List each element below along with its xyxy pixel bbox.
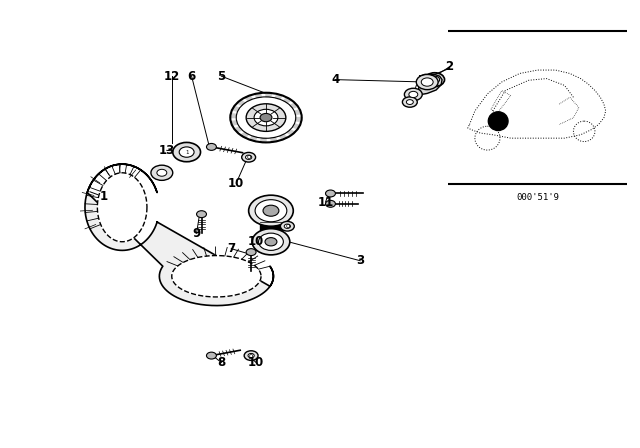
Circle shape [265,237,277,246]
Text: 11: 11 [317,196,333,209]
Circle shape [326,190,335,197]
Polygon shape [296,117,301,121]
Text: 1: 1 [100,190,108,203]
Text: 2: 2 [445,60,454,73]
Polygon shape [250,136,257,141]
Circle shape [207,143,216,151]
Circle shape [488,112,508,130]
Polygon shape [241,132,248,138]
Polygon shape [237,100,245,105]
Polygon shape [292,124,300,129]
Circle shape [416,74,438,90]
Text: o: o [246,154,251,160]
Circle shape [429,76,440,83]
Circle shape [151,165,173,181]
Text: 000'51'9: 000'51'9 [516,193,559,202]
Polygon shape [97,173,147,242]
Text: 8: 8 [217,356,225,369]
Circle shape [255,200,287,222]
Circle shape [196,211,207,218]
Text: 3: 3 [356,254,364,267]
Polygon shape [245,95,253,101]
Circle shape [260,113,272,122]
Text: 1: 1 [185,150,188,155]
Circle shape [404,88,422,101]
Circle shape [246,104,286,131]
Circle shape [244,351,258,361]
Polygon shape [232,106,239,111]
Polygon shape [284,98,291,103]
Circle shape [179,147,194,157]
Text: o: o [285,223,289,229]
Polygon shape [275,94,282,99]
Text: 7: 7 [227,242,236,255]
Circle shape [409,91,418,98]
Polygon shape [406,74,442,105]
Circle shape [406,99,413,104]
Circle shape [246,249,256,255]
Circle shape [252,228,290,255]
Circle shape [326,200,335,207]
FancyBboxPatch shape [260,211,282,241]
Circle shape [421,78,433,86]
Circle shape [280,221,294,231]
Polygon shape [287,130,295,135]
Circle shape [263,205,279,216]
Polygon shape [230,114,237,117]
Polygon shape [280,134,287,140]
Polygon shape [294,110,301,114]
Text: o: o [249,353,253,358]
Circle shape [246,155,252,159]
Text: 5: 5 [217,70,225,83]
Polygon shape [234,127,242,132]
Circle shape [173,142,200,162]
Circle shape [157,169,167,176]
Text: 9: 9 [193,227,201,240]
Circle shape [248,353,254,358]
Text: 13: 13 [159,144,175,157]
Circle shape [254,109,278,126]
Circle shape [249,195,293,226]
Circle shape [207,352,216,359]
Circle shape [425,73,445,86]
Polygon shape [266,93,271,97]
Polygon shape [260,138,266,142]
Text: 12: 12 [164,70,180,83]
Circle shape [259,233,284,250]
Polygon shape [290,103,298,108]
Polygon shape [255,93,261,98]
Polygon shape [271,137,277,142]
Text: 10: 10 [248,356,264,369]
Text: 6: 6 [188,70,196,83]
Circle shape [242,152,255,162]
Polygon shape [231,121,237,125]
Circle shape [284,224,291,228]
Text: 10: 10 [228,177,244,190]
Polygon shape [85,164,273,306]
Text: 10: 10 [248,235,264,248]
Polygon shape [172,255,261,297]
Circle shape [403,97,417,107]
Text: 4: 4 [332,73,340,86]
